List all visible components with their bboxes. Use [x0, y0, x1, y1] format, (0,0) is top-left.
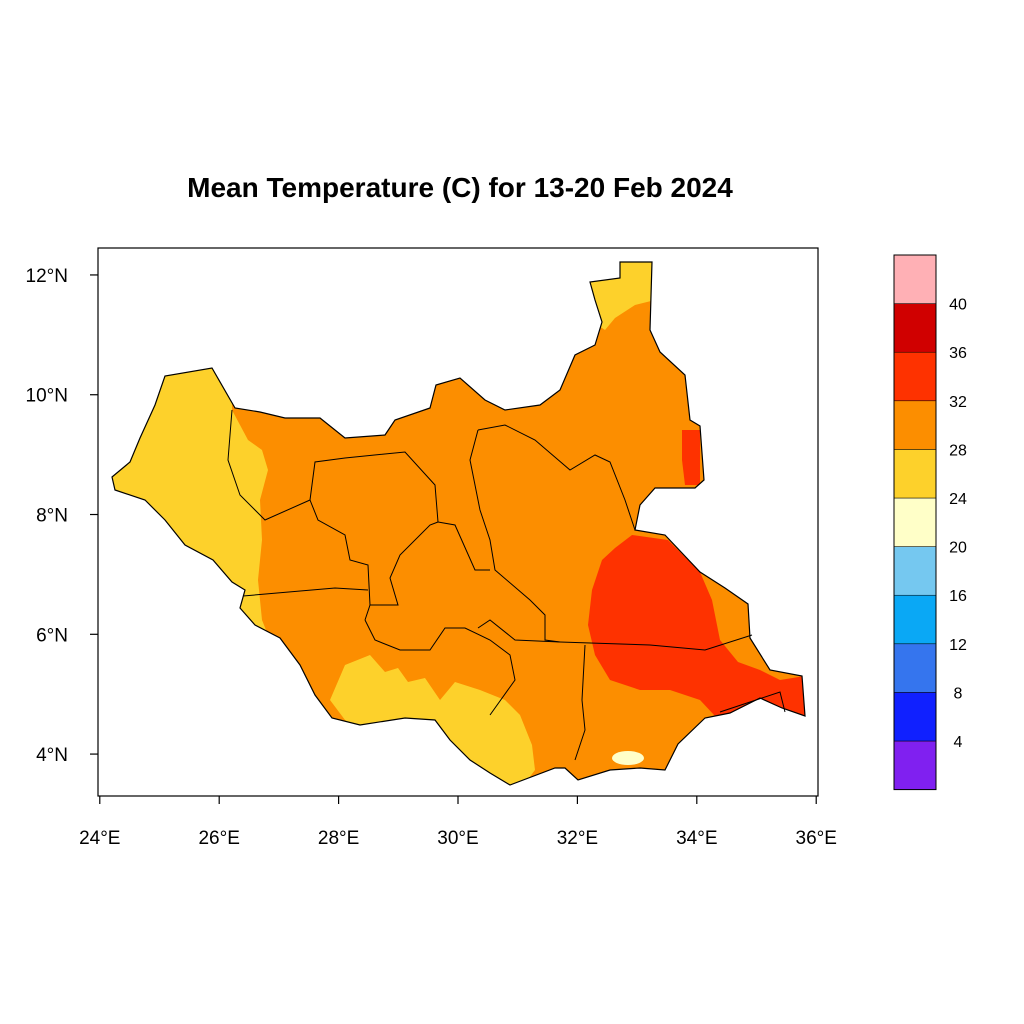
legend-label: 4: [954, 734, 963, 751]
color-legend: 4 8 12 16 20 24 28 32 36 40: [893, 254, 967, 791]
zone-32-36-north-patch: [682, 430, 700, 485]
y-tick-label: 8°N: [36, 506, 68, 527]
y-axis: 12°N 10°N 8°N 6°N 4°N: [26, 266, 98, 766]
x-tick-label: 36°E: [796, 828, 837, 849]
y-tick-label: 10°N: [26, 386, 68, 407]
legend-swatch: [893, 351, 937, 402]
legend-label: 12: [949, 637, 967, 654]
legend-label: 28: [949, 442, 967, 459]
x-tick-label: 34°E: [676, 828, 717, 849]
x-tick-label: 32°E: [557, 828, 598, 849]
legend-label: 20: [949, 540, 967, 557]
state-boundaries: [227, 409, 786, 761]
legend-swatch: [893, 740, 937, 790]
boundary-west-2: [242, 587, 369, 597]
legend-swatch: [893, 594, 937, 645]
legend-swatch: [893, 692, 937, 742]
legend-swatch: [893, 400, 937, 450]
boundary-east-2: [477, 424, 636, 531]
zone-32-36-east: [588, 535, 805, 718]
legend-label: 36: [949, 345, 967, 362]
boundary-west-1: [227, 409, 311, 521]
boundary-central-4: [437, 521, 490, 571]
boundary-central-3: [370, 521, 439, 606]
legend-swatch: [893, 546, 937, 596]
boundary-east-3: [477, 619, 753, 651]
zone-20-24-pocket: [612, 751, 644, 765]
country-outline: [111, 261, 806, 786]
x-tick-label: 24°E: [79, 828, 120, 849]
legend-swatch: [893, 643, 937, 693]
boundary-east-5: [719, 691, 786, 713]
legend-label: 8: [954, 685, 963, 702]
legend-swatch: [893, 254, 937, 304]
y-tick-label: 12°N: [26, 266, 68, 287]
legend-label: 40: [949, 297, 967, 314]
y-tick-label: 4°N: [36, 745, 68, 766]
legend-label: 16: [949, 588, 967, 605]
boundary-east-4: [574, 644, 586, 761]
boundary-south-1: [364, 619, 516, 716]
x-axis: 24°E 26°E 28°E 30°E 32°E 34°E 36°E: [79, 796, 837, 849]
x-tick-label: 28°E: [318, 828, 359, 849]
map-title: Mean Temperature (C) for 13-20 Feb 2024: [187, 172, 733, 203]
temperature-field: [112, 262, 805, 785]
legend-frame: [893, 254, 937, 791]
legend-label: 32: [949, 394, 967, 411]
legend-swatch: [893, 303, 937, 353]
y-tick-label: 6°N: [36, 625, 68, 646]
boundary-east-1: [469, 429, 561, 643]
x-tick-label: 26°E: [198, 828, 239, 849]
legend-swatch: [893, 449, 937, 499]
boundary-central-1: [309, 451, 439, 523]
x-tick-label: 30°E: [437, 828, 478, 849]
legend-swatch: [893, 497, 937, 547]
legend-label: 24: [949, 491, 967, 508]
